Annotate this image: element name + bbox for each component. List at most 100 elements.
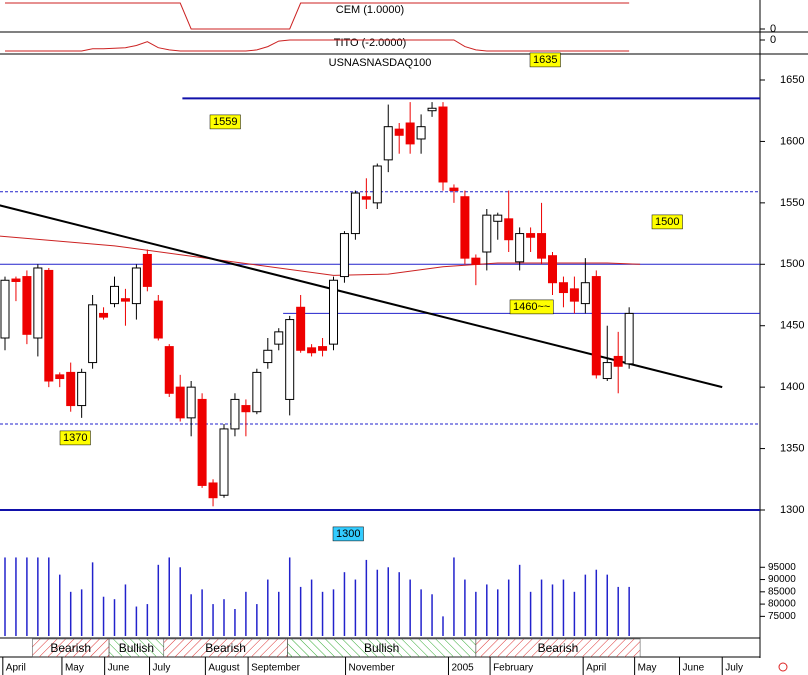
candle-body: [285, 319, 295, 400]
candle-body: [22, 276, 32, 335]
y-tick-label: 1300: [780, 504, 804, 516]
candle-body: [0, 279, 10, 339]
candle-body: [526, 233, 536, 238]
candle-body: [99, 312, 109, 318]
x-tick-label: June: [108, 663, 130, 674]
y-tick-label: 1450: [780, 320, 804, 332]
y-tick-label: 1500: [780, 258, 804, 270]
level-label: 1370: [63, 432, 87, 444]
candle-body: [504, 218, 514, 241]
level-label: 1460~~: [513, 301, 550, 313]
candle-body: [44, 269, 54, 382]
regime-band: [475, 638, 641, 658]
x-tick-label: May: [65, 663, 84, 674]
candle-body: [438, 106, 448, 183]
candle-body: [569, 288, 579, 302]
y-tick-label: 1600: [780, 135, 804, 147]
level-label-box: [651, 214, 683, 230]
regime-label: Bullish: [364, 641, 399, 655]
chart-title: USNASNASDAQ100: [329, 57, 432, 69]
candle-body: [175, 386, 185, 419]
x-tick-label: November: [349, 663, 396, 674]
candle-body: [77, 371, 87, 407]
candle-body: [427, 107, 437, 112]
level-label: 1635: [533, 54, 557, 66]
candle-body: [515, 233, 525, 263]
y-tick-label: 85000: [768, 586, 796, 597]
candle-body: [482, 214, 492, 253]
regime-label: Bearish: [538, 641, 579, 655]
candle-body: [405, 122, 415, 145]
icon[interactable]: [778, 662, 788, 672]
x-tick-label: February: [493, 663, 533, 674]
candle-body: [591, 276, 601, 376]
candle-body: [88, 304, 98, 364]
x-tick-label: May: [638, 663, 657, 674]
candle-body: [602, 362, 612, 380]
candle-body: [329, 279, 338, 345]
cem-line: [5, 2, 630, 30]
candle-body: [307, 347, 317, 354]
candle-body: [120, 298, 130, 302]
candle-body: [624, 312, 634, 365]
candle-body: [449, 187, 459, 192]
candle-body: [131, 267, 141, 305]
candle-body: [33, 267, 43, 339]
candle-body: [416, 126, 426, 140]
candle-body: [230, 398, 240, 430]
candle-body: [350, 192, 360, 235]
candle-body: [383, 126, 393, 161]
panel-title: TITO (-2.0000): [334, 37, 407, 49]
regime-label: Bullish: [119, 641, 154, 655]
panel-title: CEM (1.0000): [336, 4, 404, 16]
x-tick-label: June: [683, 663, 705, 674]
x-tick-label: July: [725, 663, 743, 674]
candle-body: [394, 128, 404, 136]
regime-label: Bearish: [50, 641, 91, 655]
candle-body: [548, 255, 557, 284]
tito-line: [5, 39, 630, 52]
y-tick-label: 75000: [768, 611, 796, 622]
x-tick-label: August: [208, 663, 239, 674]
y-tick-label: 1400: [780, 381, 804, 393]
candle-body: [186, 386, 196, 419]
y-tick-label: 95000: [768, 562, 796, 573]
candle-body: [208, 482, 218, 499]
candle-body: [153, 300, 163, 339]
candle-body: [252, 371, 262, 413]
candle-body: [241, 405, 251, 413]
x-tick-label: 2005: [451, 663, 474, 674]
y-tick-label: 1350: [780, 442, 804, 454]
candle-body: [164, 346, 174, 394]
y-tick-label: 90000: [768, 574, 796, 585]
y-tick-label: 0: [770, 34, 776, 46]
x-tick-label: July: [153, 663, 171, 674]
x-tick-label: April: [6, 663, 26, 674]
candle-body: [460, 196, 470, 259]
candle-body: [110, 285, 119, 305]
level-label: 1500: [655, 216, 679, 228]
level-label-box: [59, 430, 91, 446]
candle-body: [274, 331, 284, 345]
candle-body: [318, 346, 328, 351]
candle-body: [471, 257, 481, 265]
candle-body: [11, 278, 21, 282]
candle-body: [493, 214, 503, 222]
regime-label: Bearish: [205, 641, 246, 655]
candle-body: [613, 355, 623, 367]
candle-body: [558, 282, 568, 294]
y-tick-label: 80000: [768, 599, 796, 610]
trendline: [0, 204, 723, 389]
candle-body: [142, 253, 152, 287]
level-label-box: [509, 299, 554, 315]
candle-body: [66, 371, 76, 407]
level-label: 1300: [336, 528, 360, 540]
candle-body: [55, 374, 65, 380]
level-label: 1559: [213, 116, 237, 128]
x-tick-label: April: [586, 663, 606, 674]
candle-body: [296, 306, 306, 351]
level-label-box: [209, 114, 241, 130]
level-label-box: [529, 52, 561, 68]
